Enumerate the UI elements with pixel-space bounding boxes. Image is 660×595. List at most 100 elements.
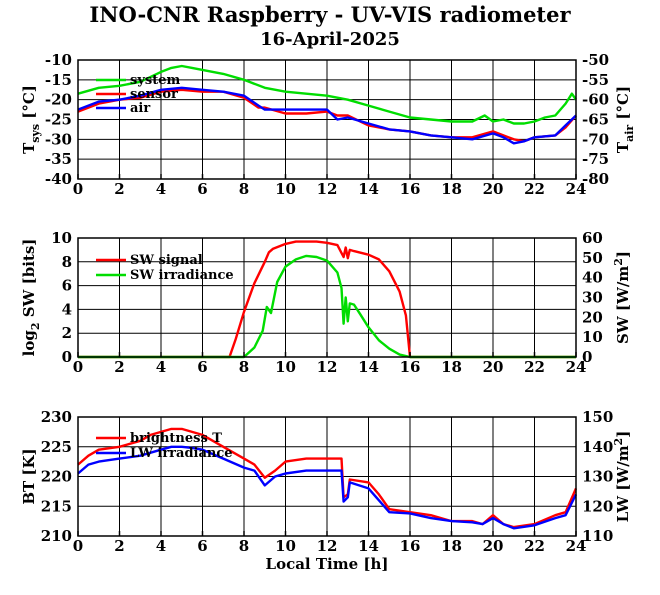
y-tick-label-right: 110 — [582, 527, 613, 545]
x-tick-label: 12 — [317, 537, 338, 555]
x-tick-label: 22 — [524, 537, 545, 555]
x-tick-label: 14 — [358, 358, 379, 376]
y-axis-label-right: Tair [°C] — [614, 86, 636, 153]
x-tick-label: 6 — [197, 180, 207, 198]
series-line — [78, 240, 576, 359]
x-tick-label: 8 — [239, 358, 249, 376]
legend-label: brightness T — [130, 431, 222, 446]
y-tick-label-left: -35 — [45, 150, 72, 168]
y-tick-label-right: -70 — [582, 130, 609, 148]
y-axis-label-left: log2 SW [bits] — [20, 239, 42, 357]
y-tick-label-right: 130 — [582, 468, 613, 486]
y-tick-label-left: -30 — [45, 130, 72, 148]
x-tick-label: 10 — [275, 358, 296, 376]
y-tick-label-left: 8 — [62, 253, 72, 271]
y-axis-label-left: Tsys [°C] — [20, 85, 42, 154]
x-tick-label: 0 — [73, 358, 83, 376]
y-tick-label-left: 230 — [41, 408, 72, 426]
y-tick-label-right: 10 — [582, 328, 603, 346]
x-tick-label: 0 — [73, 537, 83, 555]
x-tick-label: 18 — [441, 358, 462, 376]
x-tick-label: 24 — [566, 358, 587, 376]
y-tick-label-right: 50 — [582, 249, 603, 267]
x-tick-label: 6 — [197, 358, 207, 376]
x-tick-label: 8 — [239, 180, 249, 198]
y-tick-label-right: -80 — [582, 170, 609, 188]
x-tick-label: 20 — [483, 180, 504, 198]
x-tick-label: 8 — [239, 537, 249, 555]
series-line — [77, 64, 577, 125]
legend-label: SW signal — [130, 253, 203, 268]
y-tick-label-left: -40 — [45, 170, 72, 188]
x-tick-label: 4 — [156, 537, 166, 555]
series-line — [77, 86, 577, 145]
y-tick-label-right: -75 — [582, 150, 609, 168]
y-tick-label-left: 225 — [41, 438, 72, 456]
legend-label: sensor — [130, 87, 178, 102]
series-line — [77, 427, 578, 529]
x-tick-label: 2 — [114, 537, 124, 555]
legend-label: air — [130, 101, 150, 116]
y-tick-label-right: -50 — [582, 51, 609, 69]
y-tick-label-left: 215 — [41, 497, 72, 515]
y-tick-label-left: 210 — [41, 527, 72, 545]
x-tick-label: 14 — [358, 537, 379, 555]
x-tick-label: 10 — [275, 180, 296, 198]
series-line — [77, 445, 578, 530]
y-tick-label-right: -65 — [582, 111, 609, 129]
y-tick-label-right: 30 — [582, 289, 603, 307]
y-tick-label-right: 140 — [582, 438, 613, 456]
x-tick-label: 16 — [400, 180, 421, 198]
x-tick-label: 18 — [441, 537, 462, 555]
x-tick-label: 24 — [566, 537, 587, 555]
x-tick-label: 10 — [275, 537, 296, 555]
x-tick-label: 4 — [156, 180, 166, 198]
x-tick-label: 22 — [524, 180, 545, 198]
chart-title: INO-CNR Raspberry - UV-VIS radiometer — [89, 2, 571, 27]
x-tick-label: 22 — [524, 358, 545, 376]
x-tick-label: 2 — [114, 358, 124, 376]
x-tick-label: 6 — [197, 537, 207, 555]
y-tick-label-right: 120 — [582, 497, 613, 515]
y-tick-label-left: -20 — [45, 91, 72, 109]
y-tick-label-left: 6 — [62, 277, 72, 295]
x-axis-label: Local Time [h] — [266, 555, 389, 573]
y-axis-label-right: SW [W/m2] — [612, 251, 632, 344]
y-tick-label-left: -25 — [45, 111, 72, 129]
x-tick-label: 24 — [566, 180, 587, 198]
y-tick-label-right: 20 — [582, 308, 603, 326]
y-tick-label-left: 0 — [62, 348, 72, 366]
x-tick-label: 0 — [73, 180, 83, 198]
series-line — [77, 88, 577, 143]
legend-label: system — [130, 73, 180, 88]
y-tick-label-right: 150 — [582, 408, 613, 426]
x-tick-label: 18 — [441, 180, 462, 198]
x-tick-label: 20 — [483, 537, 504, 555]
x-tick-label: 20 — [483, 358, 504, 376]
x-tick-label: 16 — [400, 358, 421, 376]
y-tick-label-left: 220 — [41, 468, 72, 486]
y-tick-label-right: -60 — [582, 91, 609, 109]
y-tick-label-left: -15 — [45, 71, 72, 89]
y-tick-label-left: 2 — [62, 324, 72, 342]
y-tick-label-right: 0 — [582, 348, 592, 366]
y-axis-label-right: LW [W/m2] — [612, 431, 632, 523]
x-tick-label: 16 — [400, 537, 421, 555]
x-tick-label: 12 — [317, 358, 338, 376]
y-tick-label-right: 60 — [582, 229, 603, 247]
y-tick-label-right: 40 — [582, 269, 603, 287]
series-line — [78, 254, 576, 359]
legend-label: LW irradiance — [130, 446, 233, 461]
y-tick-label-left: -10 — [45, 51, 72, 69]
y-axis-label-left: BT [K] — [20, 448, 38, 504]
x-tick-label: 4 — [156, 358, 166, 376]
chart-subtitle: 16-April-2025 — [260, 29, 400, 50]
x-tick-label: 2 — [114, 180, 124, 198]
y-tick-label-left: 4 — [62, 300, 72, 318]
x-tick-label: 12 — [317, 180, 338, 198]
y-tick-label-left: 10 — [51, 229, 72, 247]
x-tick-label: 14 — [358, 180, 379, 198]
y-tick-label-right: -55 — [582, 71, 609, 89]
legend-label: SW irradiance — [130, 268, 234, 283]
